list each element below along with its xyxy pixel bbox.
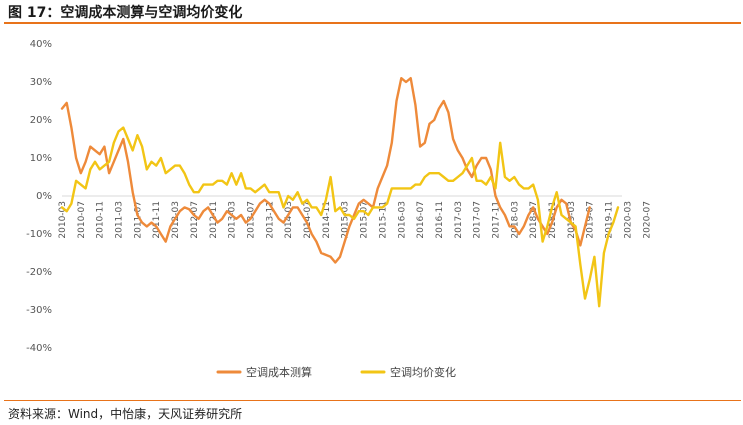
y-axis: 40% 30% 20% 10% 0% -10% -20% -30% -40% <box>26 39 52 354</box>
y-tick-label: -20% <box>26 267 52 278</box>
x-tick-label: 2012-11 <box>209 201 219 239</box>
x-tick-label: 2015-11 <box>378 201 388 239</box>
x-tick-label: 2014-11 <box>322 201 332 239</box>
x-tick-label: 2018-03 <box>510 201 520 239</box>
source-note: 资料来源：Wind，中怡康，天风证券研究所 <box>8 407 243 421</box>
y-tick-label: 40% <box>30 39 52 50</box>
y-tick-label: 30% <box>30 77 52 88</box>
x-tick-label: 2019-07 <box>586 201 596 239</box>
legend-label: 空调均价变化 <box>390 365 456 379</box>
y-tick-label: 0% <box>36 191 52 202</box>
series-line-cost-estimate <box>60 77 591 264</box>
line-chart: 40% 30% 20% 10% 0% -10% -20% -30% -40% 2010-03 20… <box>26 39 652 379</box>
x-tick-label: 2017-11 <box>491 201 501 239</box>
x-tick-label: 2016-11 <box>435 201 445 239</box>
x-tick-label: 2012-03 <box>171 201 181 239</box>
x-tick-label: 2014-07 <box>303 201 313 239</box>
x-tick-label: 2020-07 <box>642 201 652 239</box>
x-tick-label: 2013-11 <box>265 201 275 239</box>
x-tick-label: 2015-07 <box>360 201 370 239</box>
x-tick-label: 2020-03 <box>623 201 633 239</box>
x-tick-label: 2015-03 <box>341 201 351 239</box>
x-tick-label: 2017-07 <box>473 201 483 239</box>
x-tick-label: 2014-03 <box>284 201 294 239</box>
x-tick-label: 2011-11 <box>152 201 162 239</box>
x-tick-label: 2018-07 <box>529 201 539 239</box>
x-tick-label: 2010-11 <box>96 201 106 239</box>
series-line-avg-price-change <box>60 126 620 308</box>
footer-divider <box>4 400 741 401</box>
x-tick-label: 2019-11 <box>605 201 615 239</box>
x-tick-label: 2016-03 <box>397 201 407 239</box>
x-tick-label: 2013-03 <box>228 201 238 239</box>
y-tick-label: 20% <box>30 115 52 126</box>
x-tick-label: 2013-07 <box>246 201 256 239</box>
x-tick-label: 2010-03 <box>58 201 68 239</box>
x-tick-label: 2011-07 <box>133 201 143 239</box>
x-tick-label: 2017-03 <box>454 201 464 239</box>
x-tick-label: 2012-07 <box>190 201 200 239</box>
y-tick-label: -30% <box>26 305 52 316</box>
legend-label: 空调成本测算 <box>246 365 312 379</box>
title-divider <box>4 22 741 24</box>
x-tick-label: 2011-03 <box>115 201 125 239</box>
series-lines <box>60 77 620 308</box>
chart-title: 图 17：空调成本测算与空调均价变化 <box>8 5 243 21</box>
x-tick-label: 2019-03 <box>567 201 577 239</box>
legend: 空调成本测算 空调均价变化 <box>216 365 456 379</box>
y-tick-label: -40% <box>26 343 52 354</box>
y-tick-label: 10% <box>30 153 52 164</box>
x-tick-label: 2010-07 <box>77 201 87 239</box>
y-tick-label: -10% <box>26 229 52 240</box>
x-tick-label: 2016-07 <box>416 201 426 239</box>
